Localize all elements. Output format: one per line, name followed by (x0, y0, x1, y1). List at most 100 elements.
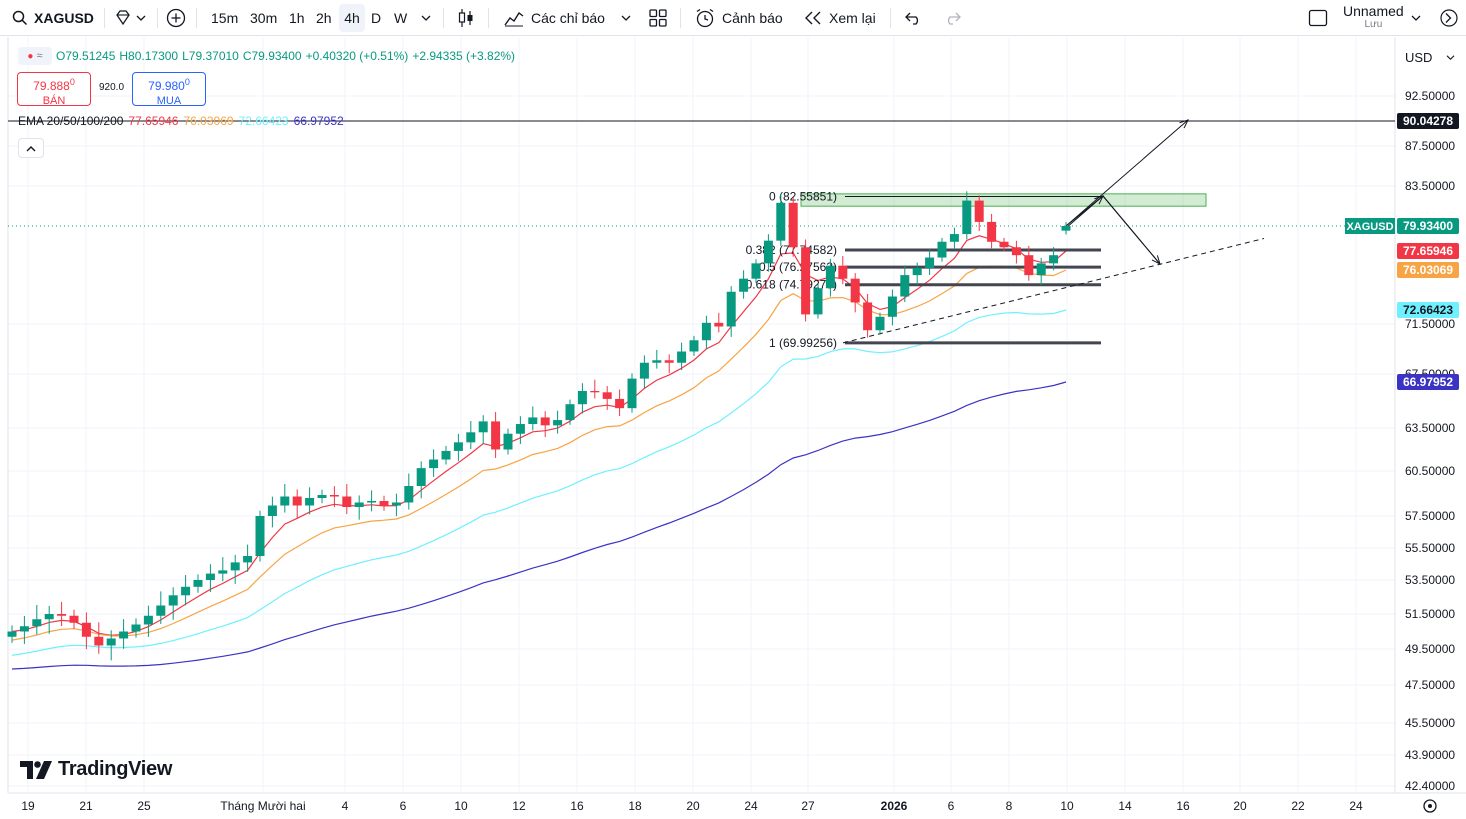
candle-body (900, 275, 910, 297)
sell-button[interactable]: 79.8880 BÁN (17, 72, 91, 107)
ema-legend[interactable]: EMA 20/50/100/200 77.65946 76.03069 72.6… (18, 114, 344, 128)
x-tick-label: 8 (1006, 799, 1013, 813)
chevron-up-icon (26, 145, 36, 151)
candle-body (1049, 255, 1059, 264)
interval-d[interactable]: D (371, 0, 381, 36)
drawings[interactable]: 0 (82.55851)0.382 (77.74582)0.5 (76.2756… (8, 119, 1395, 350)
candle-body (81, 622, 91, 637)
candle-body (280, 496, 290, 506)
candle-body (329, 495, 339, 497)
resistance-zone[interactable] (800, 193, 1207, 207)
price-tag-label: 76.03069 (1403, 263, 1453, 277)
layout-dropdown[interactable] (1411, 0, 1421, 36)
candle-body (57, 614, 67, 616)
settings-icon-hub (1428, 804, 1432, 808)
candle-body (652, 360, 662, 363)
candle-body (739, 278, 749, 292)
chevron-down-icon (421, 15, 431, 21)
collapse-legend-button[interactable] (18, 138, 44, 158)
legend-toggle[interactable]: ● ≈ (18, 47, 52, 65)
symbol-search[interactable]: XAGUSD (12, 0, 94, 36)
undo-button[interactable] (905, 0, 923, 36)
templates-button[interactable] (649, 0, 667, 36)
interval-label: 1h (289, 10, 305, 26)
ema200-value: 66.97952 (293, 114, 344, 128)
chevron-down-icon (1446, 54, 1455, 60)
interval-1h[interactable]: 1h (289, 0, 305, 36)
buy-price: 79.980 (148, 79, 185, 93)
x-tick-label: 6 (948, 799, 955, 813)
x-tick-label: 22 (1291, 799, 1305, 813)
layout-name[interactable]: Unnamed Lưu (1343, 0, 1404, 36)
replay-button[interactable]: Xem lại (804, 0, 876, 36)
interval-4h[interactable]: 4h (339, 4, 365, 32)
x-tick-label: 25 (137, 799, 151, 813)
chart-type-button[interactable] (457, 0, 475, 36)
tradingview-logo[interactable]: TradingView (20, 758, 172, 781)
price-axis[interactable]: 92.5000087.5000083.5000071.5000067.50000… (1405, 89, 1455, 793)
candle-body (962, 200, 972, 235)
candle-body (32, 619, 42, 627)
currency-select[interactable]: USD (1401, 45, 1459, 69)
y-tick-label: 42.40000 (1405, 779, 1455, 793)
interval-2h[interactable]: 2h (316, 0, 332, 36)
candle-body (119, 631, 129, 639)
candle-body (143, 615, 153, 625)
candle-body (1036, 263, 1046, 276)
chevron-down-icon (1411, 15, 1421, 21)
x-tick-label: 4 (342, 799, 349, 813)
alert-button[interactable]: Cảnh báo (695, 0, 783, 36)
price-tag (1397, 218, 1459, 234)
candle-body (813, 288, 823, 315)
fib-level-label: 0.5 (76.27563) (759, 260, 837, 274)
candle-body (416, 468, 426, 486)
candle-body (379, 501, 389, 506)
compare-button[interactable] (166, 0, 186, 36)
redo-button[interactable] (943, 0, 961, 36)
indicators-dropdown[interactable] (621, 0, 631, 36)
interval-label: W (394, 10, 408, 26)
legend-low: L79.37010 (182, 49, 239, 63)
candle-body (44, 614, 54, 620)
y-tick-label: 87.50000 (1405, 139, 1455, 153)
interval-w[interactable]: W (394, 0, 407, 36)
time-axis[interactable]: 19 21 25 Tháng Mười hai 4 6 10 12 16 18 20 24 27 2026… (21, 799, 1437, 813)
symbol-settings[interactable] (114, 0, 146, 36)
y-tick-label: 47.50000 (1405, 678, 1455, 692)
candle-body (391, 502, 401, 506)
y-tick-label: 71.50000 (1405, 317, 1455, 331)
fullscreen-button[interactable] (1440, 0, 1458, 36)
candle-body (689, 340, 699, 352)
candle-body (726, 291, 736, 327)
candle-body (230, 562, 240, 571)
indicators-label: Các chỉ báo (531, 10, 605, 26)
candle-body (863, 302, 873, 331)
indicators-button[interactable]: Các chỉ báo (504, 0, 605, 36)
candle-body (243, 556, 253, 563)
buy-price-sup: 0 (184, 77, 190, 87)
search-icon (12, 10, 28, 26)
layout-button[interactable] (1308, 0, 1328, 36)
legend-close: C79.93400 (242, 49, 302, 63)
interval-dropdown[interactable] (421, 0, 431, 36)
candle-body (887, 296, 897, 317)
arrow-target[interactable] (1065, 119, 1189, 227)
arrow-down[interactable] (1102, 195, 1161, 265)
trend-line[interactable] (842, 237, 1265, 344)
x-tick-label: Tháng Mười hai (220, 799, 305, 813)
buy-button[interactable]: 79.9800 MUA (132, 72, 206, 107)
tradingview-logo-icon (20, 760, 52, 779)
arrow-up-1[interactable] (1065, 195, 1104, 229)
settings-icon[interactable] (1423, 799, 1437, 813)
interval-30m[interactable]: 30m (250, 0, 277, 36)
y-tick-label: 45.50000 (1405, 716, 1455, 730)
candle-body (776, 202, 786, 241)
ema-title: EMA 20/50/100/200 (18, 114, 124, 128)
candle-body (19, 626, 29, 632)
interval-15m[interactable]: 15m (211, 0, 238, 36)
symbol-tag-label: XAGUSD (1346, 221, 1393, 233)
price-chart[interactable]: 0 (82.55851)0.382 (77.74582)0.5 (76.2756… (0, 37, 1466, 819)
x-tick-label: 24 (744, 799, 758, 813)
y-tick-label: 63.50000 (1405, 421, 1455, 435)
fib-level-label: 0.618 (74.79275) (746, 278, 837, 292)
